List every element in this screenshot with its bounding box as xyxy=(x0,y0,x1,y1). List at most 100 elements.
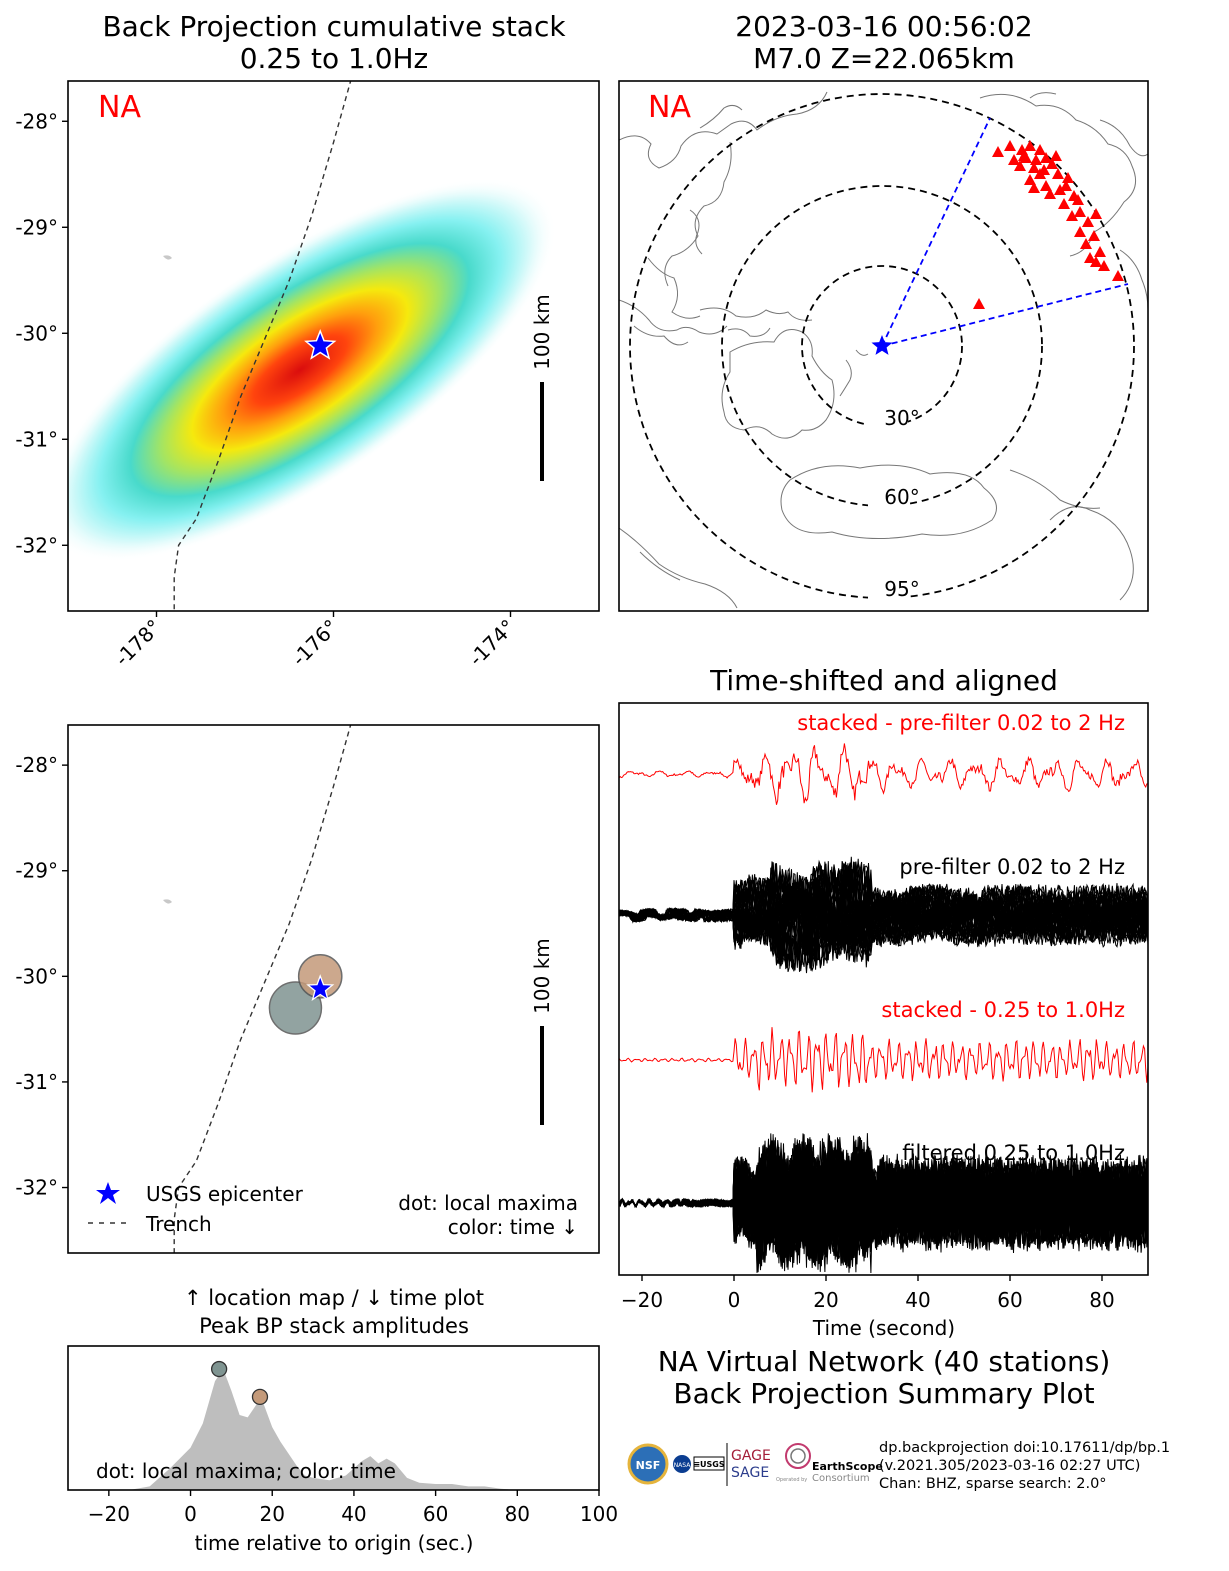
waveform-x-axis: −20 0 20 40 60 80 xyxy=(621,1275,1115,1312)
y-tick-label: -32° xyxy=(15,533,58,557)
coastlines xyxy=(619,91,1148,609)
peak-plot-frame xyxy=(67,1345,600,1491)
waveform-xlabel: Time (second) xyxy=(812,1316,955,1340)
bp-map-x-axis: -178° -176° -174° xyxy=(110,611,520,671)
station-marker xyxy=(1082,216,1094,227)
epicenter-star-shape xyxy=(871,335,893,355)
x-tick-label: -178° xyxy=(110,615,166,671)
station-marker xyxy=(1040,152,1052,163)
y-tick-label: -31° xyxy=(15,1070,58,1094)
summary-line1: NA Virtual Network (40 stations) xyxy=(658,1345,1111,1378)
svg-text:Operated by: Operated by xyxy=(776,1477,807,1483)
peak-amplitude-area xyxy=(68,1369,599,1490)
local-maxima-markers xyxy=(268,953,343,1035)
maxima-note-line2: color: time ↓ xyxy=(448,1215,578,1239)
x-tick-label: 20 xyxy=(260,1502,285,1526)
meta-line2: (v.2021.305/2023-03-16 02:27 UTC) xyxy=(879,1458,1140,1474)
station-marker xyxy=(992,146,1004,157)
peak-header-line2: Peak BP stack amplitudes xyxy=(199,1314,469,1338)
trace-label-stacked-filtered: stacked - 0.25 to 1.0Hz xyxy=(881,998,1125,1022)
epicenter-star xyxy=(306,974,335,1001)
trench-line xyxy=(173,81,352,611)
bp-map-title-line1: Back Projection cumulative stack xyxy=(102,10,566,43)
legend-epicenter-label: USGS epicenter xyxy=(146,1182,304,1206)
scalebar-label: 100 km xyxy=(530,294,554,370)
station-marker xyxy=(1062,172,1074,183)
svg-text:SAGE: SAGE xyxy=(731,1465,769,1481)
waveform-traces xyxy=(619,743,1148,1274)
station-marker xyxy=(1088,230,1100,241)
station-marker xyxy=(1066,210,1078,221)
station-marker xyxy=(1094,246,1106,257)
station-marker xyxy=(1028,182,1040,193)
ring-label-bg xyxy=(868,405,908,431)
peak-note: dot: local maxima; color: time xyxy=(96,1459,396,1483)
station-marker xyxy=(1050,150,1062,161)
station-marker xyxy=(1024,174,1036,185)
bp-map-panel: Back Projection cumulative stack 0.25 to… xyxy=(15,10,600,671)
trench-line xyxy=(173,725,352,1253)
station-marker xyxy=(1058,198,1070,209)
bp-map-network-tag: NA xyxy=(98,90,141,125)
usgs-logo: ≡USGS xyxy=(693,1456,725,1471)
island-outline xyxy=(163,899,172,904)
bp-map-title-line2: 0.25 to 1.0Hz xyxy=(240,42,429,75)
station-marker xyxy=(1040,180,1052,191)
station-marker xyxy=(1034,168,1046,179)
station-marker xyxy=(1090,208,1102,219)
ring-label-95: 95° xyxy=(884,577,919,601)
y-tick-label: -30° xyxy=(15,964,58,988)
stacked-filtered-trace xyxy=(619,1027,1148,1093)
station-marker xyxy=(1060,180,1072,191)
station-marker xyxy=(1098,260,1110,271)
meta-line3: Chan: BHZ, sparse search: 2.0° xyxy=(879,1476,1107,1492)
x-tick-label: -174° xyxy=(464,615,520,671)
array-aperture-lines xyxy=(881,117,1129,347)
station-marker xyxy=(1052,168,1064,179)
trace-label-prefilter: pre-filter 0.02 to 2 Hz xyxy=(899,855,1125,879)
y-tick-label: -28° xyxy=(15,753,58,777)
station-marker xyxy=(1028,162,1040,173)
x-tick-label: 40 xyxy=(341,1502,366,1526)
peak-xlabel: time relative to origin (sec.) xyxy=(195,1531,474,1555)
x-tick-label: 100 xyxy=(580,1502,618,1526)
maxima-map-legend: USGS epicenter Trench xyxy=(88,1182,304,1236)
island-outline xyxy=(163,255,172,260)
filtered-trace xyxy=(619,1140,1148,1266)
maxima-note-line1: dot: local maxima xyxy=(398,1191,578,1215)
station-marker xyxy=(1074,206,1086,217)
maxima-map-panel: 100 km -28° -29° -30° -31° -32° USGS epicent… xyxy=(15,724,600,1254)
x-tick-label: 0 xyxy=(728,1288,741,1312)
station-markers xyxy=(973,140,1124,309)
peak-maximum-dot xyxy=(251,1388,269,1406)
trace-label-filtered: filtered 0.25 to 1.0Hz xyxy=(902,1141,1125,1165)
y-tick-label: -29° xyxy=(15,215,58,239)
epicenter-star-shape xyxy=(304,328,337,360)
nasa-logo: NASA xyxy=(673,1455,691,1473)
x-tick-label: 20 xyxy=(813,1288,838,1312)
bp-stack-heatmap xyxy=(68,178,557,562)
station-marker xyxy=(1030,154,1042,165)
station-marker xyxy=(1018,150,1030,161)
maxima-map-y-axis: -28° -29° -30° -31° -32° xyxy=(15,753,68,1200)
legend-trench-label: Trench xyxy=(145,1212,212,1236)
trace-label-stacked-prefilter: stacked - pre-filter 0.02 to 2 Hz xyxy=(797,711,1125,735)
ring-label-30: 30° xyxy=(884,406,919,430)
station-marker xyxy=(1034,144,1046,155)
station-marker xyxy=(1008,154,1020,165)
station-marker xyxy=(1112,270,1124,281)
prefilter-trace xyxy=(619,868,1148,964)
maxima-map-frame xyxy=(67,724,600,1254)
y-tick-label: -31° xyxy=(15,427,58,451)
y-tick-label: -30° xyxy=(15,321,58,345)
ring-label-bg xyxy=(868,576,908,602)
station-marker xyxy=(1080,238,1092,249)
x-tick-label: 80 xyxy=(1089,1288,1114,1312)
x-tick-label: 40 xyxy=(905,1288,930,1312)
meta-line1: dp.backprojection doi:10.17611/dp/bp.1 xyxy=(879,1440,1170,1456)
station-map-title-line2: M7.0 Z=22.065km xyxy=(753,42,1015,75)
peak-maxima-markers xyxy=(210,1360,269,1406)
epicenter-star-shape xyxy=(306,974,335,1001)
station-marker xyxy=(1004,140,1016,151)
svg-text:GAGE: GAGE xyxy=(731,1448,771,1464)
